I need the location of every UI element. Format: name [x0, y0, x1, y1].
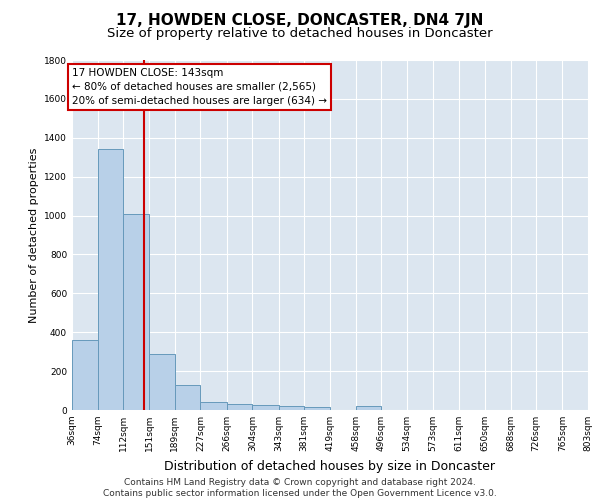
Bar	[123, 214, 149, 410]
Bar	[304, 407, 329, 410]
Text: Contains HM Land Registry data © Crown copyright and database right 2024.
Contai: Contains HM Land Registry data © Crown c…	[103, 478, 497, 498]
Bar	[227, 404, 252, 410]
Bar	[252, 405, 278, 410]
Bar	[278, 406, 304, 410]
Text: Size of property relative to detached houses in Doncaster: Size of property relative to detached ho…	[107, 28, 493, 40]
Text: 17 HOWDEN CLOSE: 143sqm
← 80% of detached houses are smaller (2,565)
20% of semi: 17 HOWDEN CLOSE: 143sqm ← 80% of detache…	[72, 68, 327, 106]
Bar	[72, 340, 98, 410]
Bar	[356, 406, 382, 410]
Bar	[149, 354, 175, 410]
Bar	[175, 384, 200, 410]
Bar	[98, 150, 123, 410]
Bar	[200, 402, 227, 410]
Text: 17, HOWDEN CLOSE, DONCASTER, DN4 7JN: 17, HOWDEN CLOSE, DONCASTER, DN4 7JN	[116, 12, 484, 28]
X-axis label: Distribution of detached houses by size in Doncaster: Distribution of detached houses by size …	[164, 460, 496, 472]
Y-axis label: Number of detached properties: Number of detached properties	[29, 148, 38, 322]
